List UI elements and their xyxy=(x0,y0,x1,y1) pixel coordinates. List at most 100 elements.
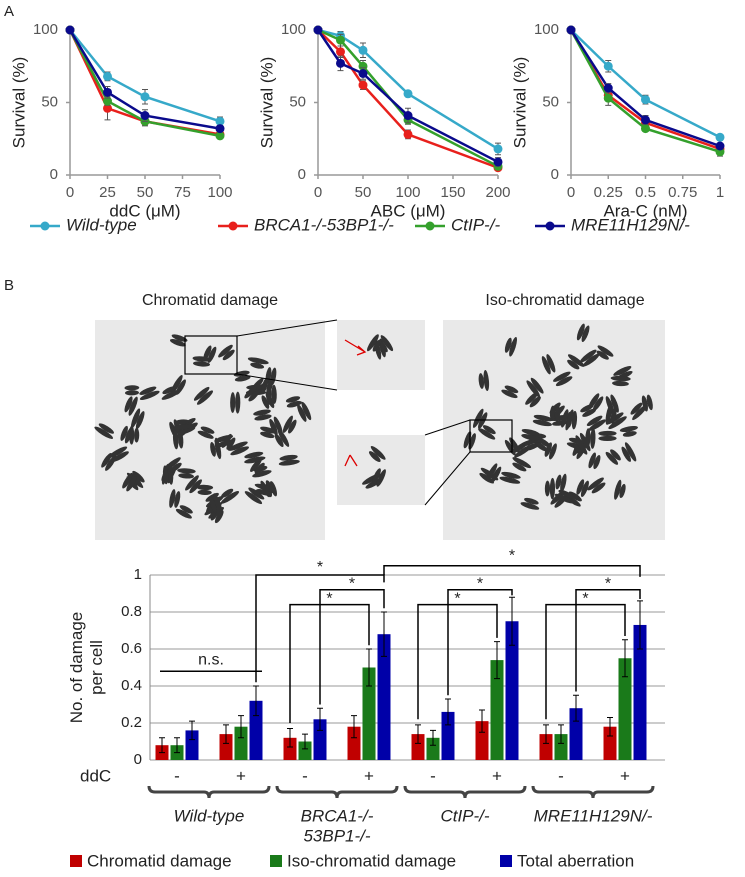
marker xyxy=(403,111,413,121)
bar xyxy=(569,708,583,760)
chromatid xyxy=(568,491,582,502)
x-tick-label: 0 xyxy=(314,184,322,201)
significance-bracket xyxy=(545,603,626,720)
marker xyxy=(65,25,75,35)
chromosome xyxy=(173,419,191,430)
bar xyxy=(475,721,489,760)
y-axis-label-line: per cell xyxy=(87,640,106,695)
significance-label: * xyxy=(326,590,332,607)
error-bar xyxy=(381,611,387,657)
chromatid xyxy=(126,476,137,492)
significance-bracket xyxy=(447,589,513,696)
panel-label: B xyxy=(4,277,14,294)
error-bar xyxy=(317,707,323,731)
marker xyxy=(140,92,150,102)
chromatid xyxy=(254,483,276,492)
chromatid xyxy=(588,452,596,469)
group-brace xyxy=(147,785,271,799)
x-tick-label: 200 xyxy=(485,184,510,201)
marker xyxy=(140,111,150,121)
chromatid xyxy=(197,489,212,496)
chromatid xyxy=(553,371,571,382)
x-tick-label: 50 xyxy=(137,184,154,201)
x-tick-label: 0 xyxy=(66,184,74,201)
chromatid xyxy=(130,472,143,488)
x-tick-label: + xyxy=(492,766,502,785)
chromatid xyxy=(297,404,307,422)
chromatid xyxy=(122,474,133,489)
chromatid xyxy=(610,394,619,413)
zoom-box xyxy=(184,335,238,375)
chromatid xyxy=(255,489,272,496)
significance-label: * xyxy=(582,590,588,607)
chromosome xyxy=(285,396,302,408)
chromatid xyxy=(248,390,260,402)
chromosome xyxy=(108,446,129,462)
y-axis-label: Survival (%) xyxy=(9,57,28,149)
x-tick-label: 0 xyxy=(567,184,575,201)
error-bar xyxy=(558,724,564,744)
chromosome xyxy=(209,493,223,514)
chromatid xyxy=(529,396,541,408)
panel-label: A xyxy=(4,3,14,20)
marker xyxy=(358,80,368,90)
chromatid xyxy=(169,489,176,508)
chromatid xyxy=(197,430,214,439)
y-axis-label: No. of damageper cell xyxy=(67,612,106,724)
error-bar xyxy=(351,715,357,739)
chromatid xyxy=(244,451,264,459)
chromatid xyxy=(261,395,270,409)
x-axis-label: ABC (μM) xyxy=(371,201,446,220)
bar xyxy=(362,667,376,760)
x-tick-label: - xyxy=(430,766,436,785)
chromosome xyxy=(372,468,386,487)
significance-bracket xyxy=(575,589,641,692)
chromatid xyxy=(161,389,181,400)
marker xyxy=(493,157,503,167)
chromatid xyxy=(588,419,606,431)
series-line xyxy=(68,29,221,138)
chromatid xyxy=(380,335,394,352)
chromosome xyxy=(244,386,260,402)
chromatid xyxy=(200,426,215,434)
chromatid xyxy=(597,345,614,357)
error-bar xyxy=(302,733,308,750)
chromatid xyxy=(586,415,603,427)
legend-label: Wild-type xyxy=(66,215,137,234)
chromosome xyxy=(278,454,300,466)
chromatid xyxy=(376,469,386,487)
bar xyxy=(490,660,504,760)
marker xyxy=(336,58,345,68)
bar xyxy=(554,734,568,760)
chromosome xyxy=(177,468,196,479)
chromatid xyxy=(250,458,262,472)
chromatid xyxy=(193,386,210,401)
chromosome xyxy=(162,464,174,485)
chromatid xyxy=(535,442,548,452)
chromatid xyxy=(254,462,265,475)
bar xyxy=(219,734,233,760)
chromosome xyxy=(605,449,621,465)
chromatid xyxy=(532,419,552,427)
chromatid xyxy=(526,380,541,398)
chromosome xyxy=(588,452,601,470)
legend-label: CtIP-/- xyxy=(451,215,500,234)
chromatid xyxy=(260,426,278,434)
micrograph xyxy=(337,435,425,505)
chromatid xyxy=(139,390,160,401)
bar xyxy=(377,634,391,760)
significance-label: * xyxy=(477,575,483,592)
bar xyxy=(539,734,553,760)
chromatid xyxy=(235,391,241,414)
chromosome xyxy=(124,385,140,396)
chromosome xyxy=(297,401,312,422)
chromosome xyxy=(630,402,648,421)
marker xyxy=(336,35,345,45)
chromatid xyxy=(610,375,631,382)
y-tick-label: 100 xyxy=(534,21,559,38)
chromosome xyxy=(567,354,585,370)
chromatid xyxy=(512,457,532,469)
chromatid xyxy=(128,396,138,416)
chromatid xyxy=(472,408,484,428)
chromatid xyxy=(486,463,498,482)
